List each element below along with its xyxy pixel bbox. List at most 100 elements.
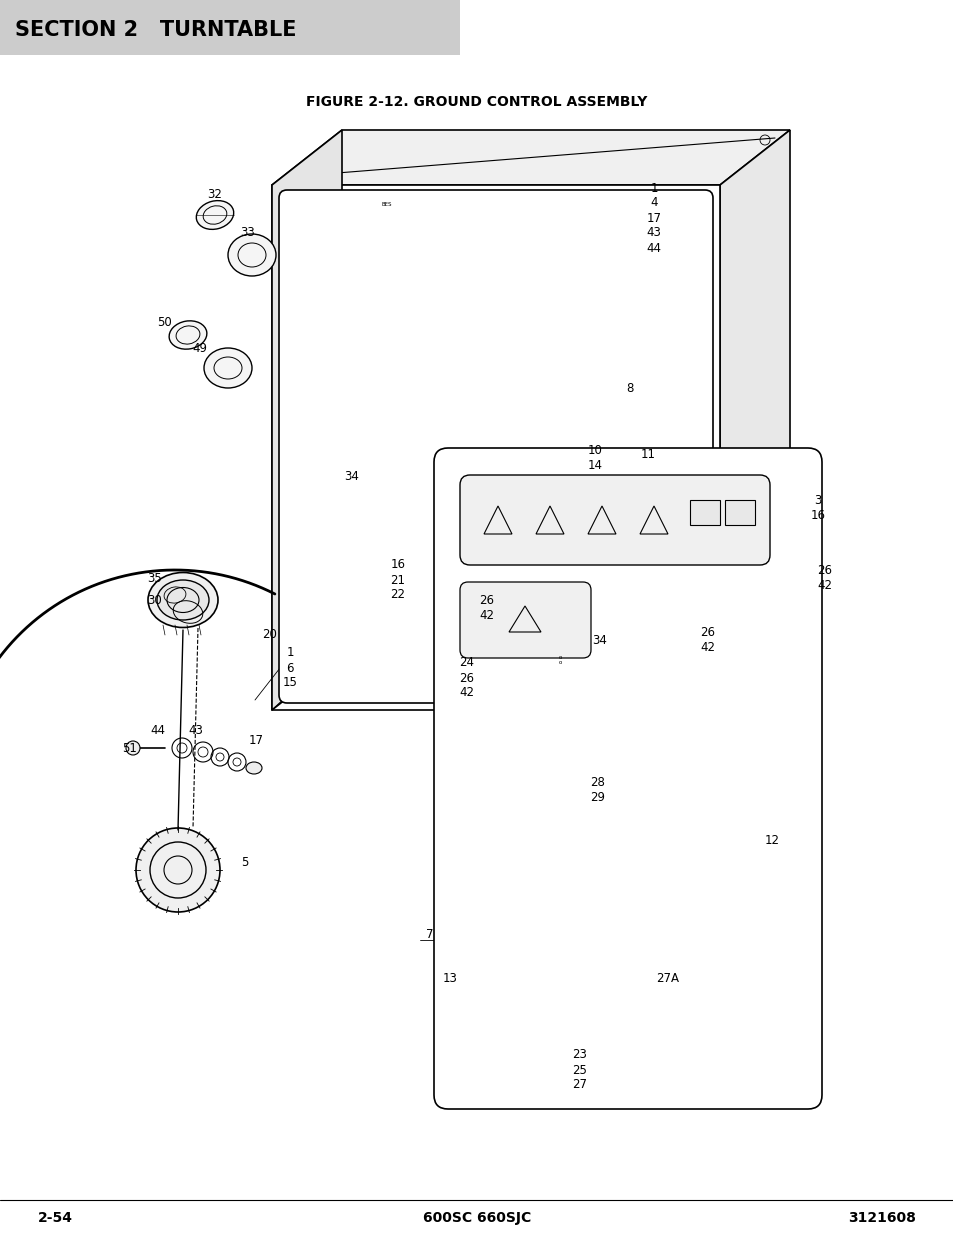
Text: 26
42: 26 42 (479, 594, 494, 622)
Bar (782, 736, 801, 748)
Text: 50: 50 (157, 315, 172, 329)
Text: 49: 49 (193, 342, 208, 354)
Bar (585, 606, 596, 619)
Circle shape (746, 652, 762, 668)
Text: 8: 8 (626, 382, 633, 394)
Circle shape (541, 952, 598, 1008)
Bar (345, 380, 387, 471)
Polygon shape (272, 130, 341, 710)
Text: 26
42: 26 42 (817, 564, 832, 592)
Text: 3
16: 3 16 (810, 494, 824, 522)
Bar (535, 430, 575, 459)
Text: 26
42: 26 42 (700, 626, 715, 655)
Text: 44: 44 (151, 724, 165, 736)
Bar (347, 190, 405, 280)
Bar (724, 500, 754, 525)
Text: 17: 17 (248, 734, 263, 746)
Text: 27A: 27A (656, 972, 679, 984)
Text: 24
26
42: 24 26 42 (459, 657, 474, 699)
Bar (410, 606, 419, 619)
Ellipse shape (157, 580, 209, 620)
Circle shape (746, 742, 762, 758)
Bar (569, 606, 579, 619)
Text: 3121608: 3121608 (847, 1212, 915, 1225)
Bar (0, 0, 459, 56)
Circle shape (481, 652, 497, 668)
Bar (468, 740, 522, 785)
Circle shape (561, 652, 578, 668)
FancyBboxPatch shape (434, 448, 821, 1109)
Text: 23
25
27: 23 25 27 (572, 1049, 587, 1092)
FancyBboxPatch shape (459, 582, 590, 658)
Bar (497, 606, 507, 619)
Bar (517, 646, 536, 658)
FancyBboxPatch shape (278, 190, 712, 703)
Bar (554, 606, 563, 619)
Text: 11: 11 (639, 448, 655, 462)
Text: 33: 33 (240, 226, 255, 238)
Circle shape (641, 652, 658, 668)
Circle shape (561, 572, 578, 588)
Ellipse shape (196, 200, 233, 230)
Bar (552, 545, 599, 605)
Bar (517, 566, 536, 578)
Text: 16
21
22: 16 21 22 (390, 558, 405, 601)
Text: 7: 7 (426, 929, 434, 941)
Bar (479, 545, 527, 605)
Text: 13: 13 (442, 972, 456, 984)
Bar (530, 640, 599, 695)
Bar (349, 430, 367, 448)
Text: 51: 51 (122, 741, 137, 755)
Text: 43: 43 (189, 724, 203, 736)
Bar (399, 420, 530, 475)
Bar (598, 566, 616, 578)
Bar (349, 395, 371, 417)
Text: 30: 30 (148, 594, 162, 606)
Circle shape (481, 572, 497, 588)
Polygon shape (272, 185, 720, 710)
Text: 34: 34 (344, 469, 359, 483)
Bar (347, 295, 405, 380)
Circle shape (545, 798, 609, 862)
Text: 10
14: 10 14 (587, 445, 602, 472)
Ellipse shape (169, 321, 207, 350)
Text: FIGURE 2-12. GROUND CONTROL ASSEMBLY: FIGURE 2-12. GROUND CONTROL ASSEMBLY (306, 95, 647, 109)
Text: 28
29: 28 29 (590, 776, 605, 804)
Text: o
o: o o (558, 655, 561, 666)
Bar (678, 646, 696, 658)
Bar (441, 606, 452, 619)
Text: 600SC 660SJC: 600SC 660SJC (422, 1212, 531, 1225)
Ellipse shape (148, 573, 218, 627)
Bar (514, 606, 523, 619)
Bar (426, 606, 436, 619)
Polygon shape (720, 130, 789, 710)
Circle shape (569, 823, 585, 839)
Circle shape (126, 741, 140, 755)
Ellipse shape (204, 348, 252, 388)
Bar (399, 474, 530, 492)
Bar (317, 640, 343, 659)
Bar (535, 420, 575, 432)
Bar (461, 950, 526, 990)
Bar (472, 535, 536, 625)
Ellipse shape (228, 233, 275, 275)
Text: 5: 5 (241, 856, 249, 868)
Circle shape (136, 827, 220, 911)
Bar (345, 254, 387, 350)
Bar (782, 566, 801, 578)
Bar (355, 655, 377, 673)
Text: 34: 34 (592, 634, 607, 646)
Bar (782, 646, 801, 658)
Bar (599, 750, 675, 820)
Bar (481, 606, 492, 619)
Circle shape (561, 962, 578, 978)
Bar (543, 535, 607, 625)
Bar (408, 545, 456, 605)
Bar (599, 225, 649, 270)
FancyBboxPatch shape (459, 475, 769, 564)
Text: 32: 32 (208, 189, 222, 201)
Bar (689, 500, 720, 525)
Ellipse shape (246, 762, 262, 774)
Text: 35: 35 (148, 572, 162, 584)
Text: BES: BES (381, 203, 392, 207)
